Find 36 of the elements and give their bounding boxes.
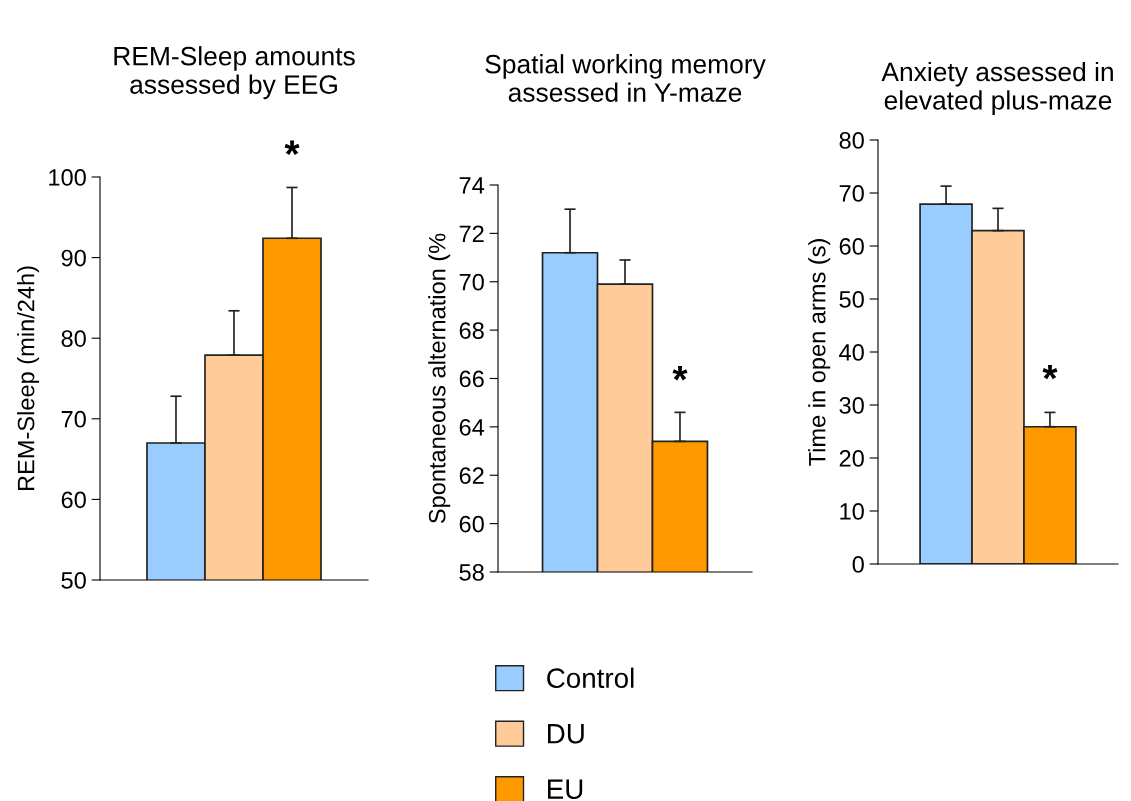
y-tick-label: 100 [49,169,86,186]
y-tick-label: 60 [839,238,864,255]
annotation: * [1042,364,1058,380]
y-tick-label: 60 [459,515,484,533]
y-tick-label: 64 [459,418,485,436]
chart-title: Anxiety assessed in elevated plus-maze [881,61,1113,115]
chart-title: Spatial working memory assessed in Y-maze [485,54,766,102]
text: * [284,140,300,156]
y-tick-label: 50 [839,291,864,308]
y-tick-label: 90 [61,249,86,267]
y-tick-label: 70 [61,410,86,428]
y-tick-label: 80 [61,330,86,347]
y-tick-label: 10 [840,503,864,520]
legend-label: EU [548,779,583,799]
y-axis-title: Spontaneous alternation (% [428,233,451,524]
y-tick-label: 68 [459,322,484,339]
chart-title: REM-Sleep amounts assessed by EEG [114,46,355,100]
y-axis-title: REM-Sleep (min/24h) [17,266,40,491]
y-tick-label: 70 [839,185,864,202]
y-axis-title: Time in open arms (s) [808,239,831,466]
y-tick-label: 20 [839,450,864,467]
y-tick-label: 58 [459,564,484,581]
y-tick-label: 74 [459,177,485,194]
y-tick-label: 80 [839,132,864,149]
annotation: * [672,365,688,381]
y-tick-label: 72 [459,225,484,242]
y-tick-label: 50 [61,572,86,589]
y-tick-label: 40 [839,344,864,361]
y-tick-label: 70 [459,273,484,291]
y-tick-label: 30 [839,397,864,414]
legend-label: Control [547,667,634,689]
y-tick-label: 66 [459,370,484,388]
legend-label: DU [548,724,584,744]
y-tick-label: 60 [61,491,86,509]
y-tick-label: 0 [852,556,864,573]
y-tick-label: 62 [459,467,484,485]
